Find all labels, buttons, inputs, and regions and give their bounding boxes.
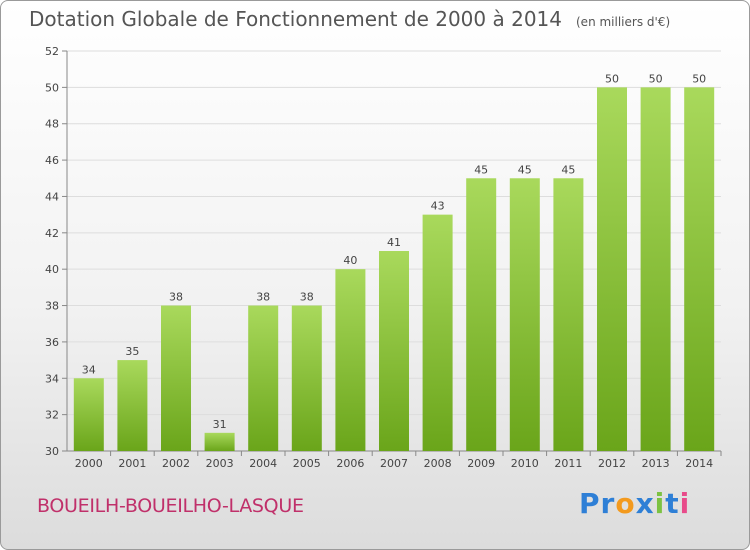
- x-tick-label: 2002: [162, 457, 190, 470]
- commune-name: BOUEILH-BOUEILHO-LASQUE: [37, 495, 304, 517]
- x-tick-label: 2009: [467, 457, 495, 470]
- bar-value-label: 43: [431, 200, 445, 213]
- x-tick-label: 2000: [75, 457, 103, 470]
- bar-2006: [335, 269, 366, 451]
- bar-value-label: 45: [518, 163, 532, 176]
- bar-2005: [291, 305, 322, 451]
- bar-value-label: 41: [387, 236, 401, 249]
- y-tick-label: 38: [45, 300, 59, 313]
- y-tick-label: 40: [45, 263, 59, 276]
- bar-value-label: 38: [256, 291, 270, 304]
- bar-2009: [466, 178, 497, 452]
- x-tick-label: 2003: [206, 457, 234, 470]
- x-tick-label: 2008: [424, 457, 452, 470]
- y-tick-label: 44: [45, 190, 59, 203]
- bar-2011: [553, 178, 584, 452]
- proxiti-logo: Proxiti: [579, 487, 690, 520]
- bar-value-label: 31: [213, 418, 227, 431]
- bar-2012: [597, 87, 627, 451]
- bar-2003: [204, 432, 235, 451]
- logo-letter: i: [654, 487, 666, 520]
- bar-value-label: 38: [300, 291, 314, 304]
- logo-letter: t: [665, 487, 680, 520]
- y-tick-label: 36: [45, 336, 59, 349]
- x-tick-label: 2005: [293, 457, 321, 470]
- bar-value-label: 34: [82, 363, 96, 376]
- bar-value-label: 50: [649, 72, 663, 85]
- bar-value-label: 38: [169, 291, 183, 304]
- bar-2008: [422, 214, 453, 451]
- bar-value-label: 45: [474, 163, 488, 176]
- bar-2013: [640, 87, 671, 451]
- x-tick-label: 2012: [598, 457, 626, 470]
- bar-2001: [117, 360, 148, 451]
- bar-value-label: 35: [125, 345, 139, 358]
- x-tick-label: 2014: [685, 457, 713, 470]
- y-tick-label: 30: [45, 445, 59, 458]
- bar-value-label: 45: [561, 163, 575, 176]
- bar-value-label: 50: [605, 72, 619, 85]
- x-tick-label: 2010: [511, 457, 539, 470]
- chart-unit: (en milliers d'€): [576, 15, 671, 29]
- logo-letter: x: [635, 487, 655, 520]
- y-tick-label: 46: [45, 154, 59, 167]
- y-tick-label: 34: [45, 372, 59, 385]
- logo-letter: r: [600, 487, 616, 520]
- y-tick-label: 50: [45, 81, 59, 94]
- x-tick-label: 2011: [554, 457, 582, 470]
- bar-value-label: 40: [343, 254, 357, 267]
- x-tick-label: 2004: [249, 457, 277, 470]
- y-tick-label: 48: [45, 118, 59, 131]
- logo-letter: P: [579, 487, 601, 520]
- chart-title-text: Dotation Globale de Fonctionnement de 20…: [29, 7, 562, 31]
- x-tick-label: 2013: [642, 457, 670, 470]
- bar-2010: [509, 178, 540, 452]
- logo-letter: o: [615, 487, 636, 520]
- bar-value-label: 50: [692, 72, 706, 85]
- logo-letter: i: [679, 487, 691, 520]
- bar-2004: [248, 305, 279, 451]
- bar-2000: [73, 378, 104, 451]
- y-tick-label: 32: [45, 409, 59, 422]
- bar-2002: [161, 305, 191, 451]
- chart-title: Dotation Globale de Fonctionnement de 20…: [29, 7, 670, 31]
- y-tick-label: 52: [45, 45, 59, 58]
- x-tick-label: 2001: [118, 457, 146, 470]
- x-tick-label: 2006: [336, 457, 364, 470]
- y-tick-label: 42: [45, 227, 59, 240]
- bar-2014: [684, 87, 715, 451]
- x-tick-label: 2007: [380, 457, 408, 470]
- bar-2007: [379, 251, 409, 451]
